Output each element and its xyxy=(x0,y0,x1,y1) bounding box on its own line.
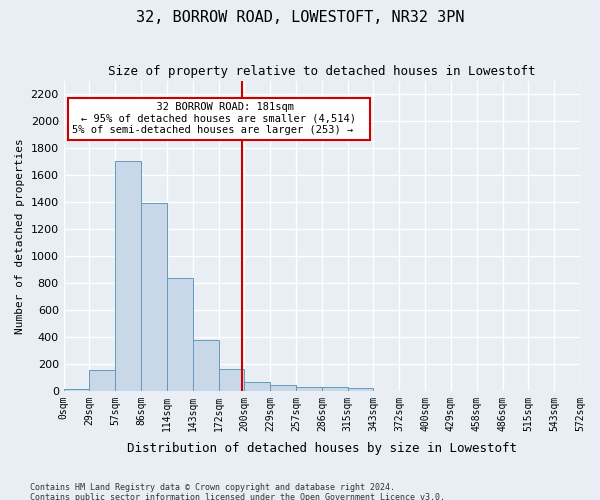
Text: 32 BORROW ROAD: 181sqm
← 95% of detached houses are smaller (4,514)
5% of semi-d: 32 BORROW ROAD: 181sqm ← 95% of detached… xyxy=(71,102,365,136)
Bar xyxy=(270,386,296,391)
Y-axis label: Number of detached properties: Number of detached properties xyxy=(15,138,25,334)
Bar xyxy=(64,389,89,391)
Bar xyxy=(322,386,347,391)
X-axis label: Distribution of detached houses by size in Lowestoft: Distribution of detached houses by size … xyxy=(127,442,517,455)
Bar xyxy=(218,369,244,391)
Title: Size of property relative to detached houses in Lowestoft: Size of property relative to detached ho… xyxy=(108,65,536,78)
Bar xyxy=(193,340,218,391)
Text: 32, BORROW ROAD, LOWESTOFT, NR32 3PN: 32, BORROW ROAD, LOWESTOFT, NR32 3PN xyxy=(136,10,464,25)
Bar xyxy=(141,204,167,391)
Bar xyxy=(115,162,141,391)
Text: Contains HM Land Registry data © Crown copyright and database right 2024.: Contains HM Land Registry data © Crown c… xyxy=(30,483,395,492)
Bar xyxy=(347,388,373,391)
Bar xyxy=(244,382,270,391)
Bar xyxy=(296,386,322,391)
Text: Contains public sector information licensed under the Open Government Licence v3: Contains public sector information licen… xyxy=(30,493,445,500)
Bar xyxy=(167,278,193,391)
Bar xyxy=(89,370,115,391)
